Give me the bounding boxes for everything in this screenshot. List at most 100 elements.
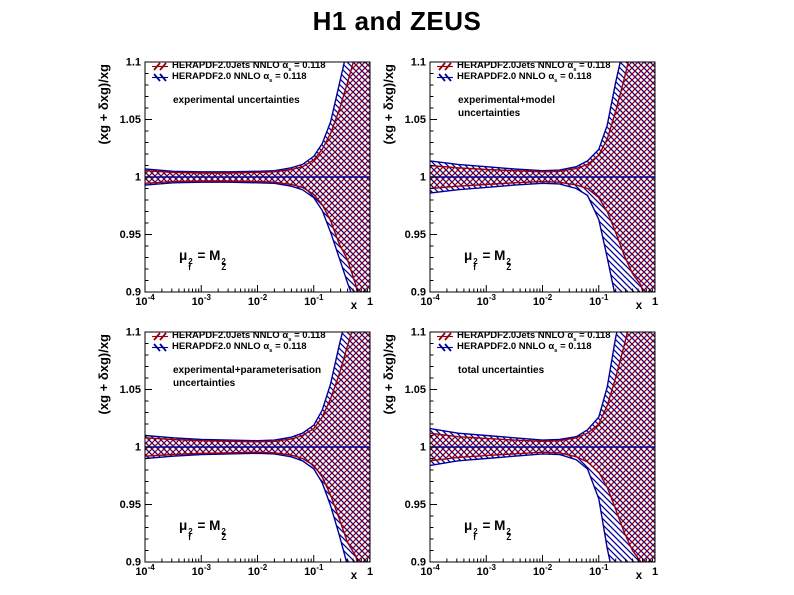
red-lower-edge bbox=[145, 451, 358, 562]
panel-experimental-model-uncertainties: 1.1 1.05 1 0.95 0.9 10-4 10-3 10-2 10-1 1 x (xg + δ… bbox=[380, 50, 670, 322]
legend: HERAPDF2.0Jets NNLO αs = 0.118 HERAPDF2.… bbox=[437, 330, 611, 354]
x-tick-label: 10-1 bbox=[589, 293, 609, 308]
x-tick-label: 10-2 bbox=[533, 563, 553, 578]
legend-label: HERAPDF2.0 NNLO αs = 0.118 bbox=[457, 341, 592, 354]
x-tick-label: 10-2 bbox=[533, 293, 553, 308]
panel-total-uncertainties: 1.1 1.05 1 0.95 0.9 10-4 10-3 10-2 10-1 1 x (xg + δ… bbox=[380, 320, 670, 592]
x-tick-label: 10-1 bbox=[304, 563, 324, 578]
blue-hatch-marker-icon bbox=[152, 73, 168, 82]
blue-upper-edge bbox=[145, 332, 344, 442]
legend-entry-jets: HERAPDF2.0Jets NNLO αs = 0.118 bbox=[437, 330, 611, 343]
uncertainty-type-label: experimental uncertainties bbox=[173, 95, 300, 106]
y-tick-label: 0.95 bbox=[405, 229, 426, 241]
legend-label: HERAPDF2.0Jets NNLO αs = 0.118 bbox=[457, 330, 611, 343]
axis-ticks bbox=[144, 331, 371, 563]
y-axis-title: (xg + δxg)/xg bbox=[96, 334, 111, 415]
panel-experimental-parameterisation-uncertainties: 1.1 1.05 1 0.95 0.9 10-4 10-3 10-2 10-1 1 x (xg + δ… bbox=[95, 320, 385, 592]
y-tick-label: 1.05 bbox=[405, 114, 426, 126]
y-tick-label: 1.1 bbox=[411, 57, 426, 69]
uncertainty-type-label: experimental+model uncertainties bbox=[458, 95, 555, 119]
y-tick-label: 0.9 bbox=[126, 557, 141, 569]
red-lower-edge bbox=[145, 180, 358, 292]
red-upper-edge bbox=[430, 332, 629, 443]
y-tick-label: 0.9 bbox=[411, 557, 426, 569]
y-axis-title: (xg + δxg)/xg bbox=[96, 64, 111, 145]
y-axis-title: (xg + δxg)/xg bbox=[381, 334, 396, 415]
red-hatch-marker-icon bbox=[437, 332, 453, 341]
x-tick-label: 10-4 bbox=[420, 293, 440, 308]
y-tick-label: 1 bbox=[420, 442, 426, 454]
blue-upper-edge bbox=[430, 62, 621, 172]
legend-entry-jets: HERAPDF2.0Jets NNLO αs = 0.118 bbox=[437, 60, 611, 73]
legend-entry-jets: HERAPDF2.0Jets NNLO αs = 0.118 bbox=[152, 60, 326, 73]
x-axis-title: x bbox=[351, 570, 358, 582]
legend-entry-nnlo: HERAPDF2.0 NNLO αs = 0.118 bbox=[152, 341, 326, 354]
blue-upper-edge bbox=[145, 62, 346, 173]
blue-lower-edge bbox=[145, 452, 348, 562]
blue-lower-edge bbox=[430, 453, 611, 562]
y-tick-label: 1.1 bbox=[126, 327, 141, 339]
legend-label: HERAPDF2.0Jets NNLO αs = 0.118 bbox=[457, 60, 611, 73]
uncertainty-type-label: experimental+parameterisation uncertainti… bbox=[173, 365, 322, 389]
red-lower-edge bbox=[430, 451, 642, 562]
legend: HERAPDF2.0Jets NNLO αs = 0.118 HERAPDF2.… bbox=[437, 60, 611, 84]
x-tick-label: 10-3 bbox=[192, 563, 212, 578]
x-axis-title: x bbox=[351, 300, 358, 312]
red-hatch-marker-icon bbox=[152, 62, 168, 71]
x-tick-label: 10-3 bbox=[477, 293, 497, 308]
plot-area: 1.1 1.05 1 0.95 0.9 10-4 10-3 10-2 10-1 1 x (xg + δ… bbox=[380, 50, 670, 327]
x-tick-label: 10-3 bbox=[192, 293, 212, 308]
legend-label: HERAPDF2.0 NNLO αs = 0.118 bbox=[172, 71, 307, 84]
x-tick-label: 1 bbox=[652, 566, 658, 578]
blue-hatch-marker-icon bbox=[152, 343, 168, 352]
x-tick-label: 1 bbox=[652, 296, 658, 308]
y-tick-label: 1 bbox=[420, 172, 426, 184]
y-tick-label: 0.95 bbox=[120, 229, 141, 241]
legend-label: HERAPDF2.0 NNLO αs = 0.118 bbox=[457, 71, 592, 84]
red-upper-edge bbox=[145, 332, 353, 443]
y-tick-label: 1.05 bbox=[120, 114, 141, 126]
red-upper-edge bbox=[430, 62, 630, 173]
red-upper-edge bbox=[145, 62, 355, 174]
legend: HERAPDF2.0Jets NNLO αs = 0.118 HERAPDF2.… bbox=[152, 330, 326, 354]
panel-experimental-uncertainties: 1.1 1.05 1 0.95 0.9 10-4 10-3 10-2 10-1 1 x (xg + δ… bbox=[95, 50, 385, 322]
y-axis-title: (xg + δxg)/xg bbox=[381, 64, 396, 145]
legend-entry-nnlo: HERAPDF2.0 NNLO αs = 0.118 bbox=[437, 71, 611, 84]
y-tick-label: 0.95 bbox=[120, 499, 141, 511]
legend-label: HERAPDF2.0 NNLO αs = 0.118 bbox=[172, 341, 307, 354]
y-tick-label: 1.05 bbox=[120, 384, 141, 396]
legend-entry-jets: HERAPDF2.0Jets NNLO αs = 0.118 bbox=[152, 330, 326, 343]
blue-upper-edge bbox=[430, 332, 618, 441]
x-tick-label: 10-3 bbox=[477, 563, 497, 578]
legend-label: HERAPDF2.0Jets NNLO αs = 0.118 bbox=[172, 60, 326, 73]
y-tick-label: 0.9 bbox=[126, 287, 141, 299]
y-tick-label: 0.9 bbox=[411, 287, 426, 299]
legend-label: HERAPDF2.0Jets NNLO αs = 0.118 bbox=[172, 330, 326, 343]
x-tick-label: 10-4 bbox=[135, 563, 155, 578]
y-tick-label: 0.95 bbox=[405, 499, 426, 511]
blue-hatch-marker-icon bbox=[437, 343, 453, 352]
x-tick-label: 10-4 bbox=[135, 293, 155, 308]
red-hatch-marker-icon bbox=[152, 332, 168, 341]
plot-area: 1.1 1.05 1 0.95 0.9 10-4 10-3 10-2 10-1 1 x (xg + δ… bbox=[380, 320, 670, 595]
axis-ticks bbox=[144, 61, 371, 293]
x-tick-label: 10-2 bbox=[248, 563, 268, 578]
x-tick-label: 10-1 bbox=[304, 293, 324, 308]
x-tick-label: 1 bbox=[367, 566, 373, 578]
y-tick-label: 1 bbox=[135, 442, 141, 454]
blue-lower-edge bbox=[430, 182, 616, 292]
plot-area: 1.1 1.05 1 0.95 0.9 10-4 10-3 10-2 10-1 1 x (xg + δ… bbox=[95, 50, 385, 327]
x-tick-label: 10-4 bbox=[420, 563, 440, 578]
uncertainty-type-label: total uncertainties bbox=[458, 365, 545, 376]
x-tick-label: 1 bbox=[367, 296, 373, 308]
red-uncertainty-band bbox=[145, 62, 370, 292]
blue-hatch-marker-icon bbox=[437, 73, 453, 82]
